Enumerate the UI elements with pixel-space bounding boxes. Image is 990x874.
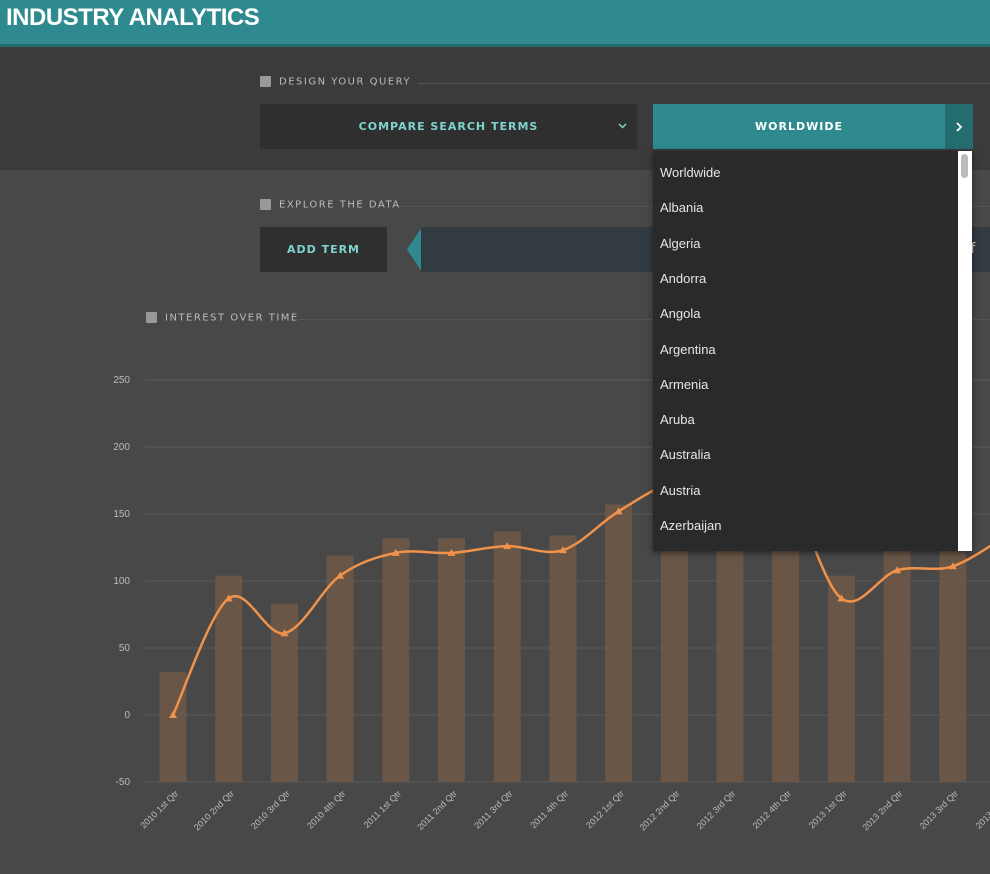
chevron	[618, 123, 627, 129]
point	[614, 507, 623, 515]
scrollbar[interactable]	[958, 151, 972, 551]
region-toggle[interactable]	[945, 104, 973, 149]
point	[447, 548, 456, 556]
bar	[939, 538, 967, 782]
point	[948, 562, 957, 570]
info-icon	[146, 312, 157, 323]
app-title: INDUSTRY ANALYTICS	[6, 4, 260, 31]
label: EXPLORE THE DATA	[279, 199, 401, 211]
x-tick-label: 2010 2nd Qtr	[192, 788, 236, 832]
x-tick-label: 2013 4th Qtr	[973, 788, 990, 830]
section-label: EXPLORE THE DATA	[260, 199, 401, 211]
line	[171, 465, 990, 716]
x-tick-label: 2013 2nd Qtr	[860, 788, 904, 832]
region-option[interactable]: Azerbaijan	[660, 518, 722, 533]
chart: -50 0 50 100 150 200 250 2010 1st Qtr 2010 2nd Q…	[113, 375, 990, 833]
compare-dropdown[interactable]: COMPARE SEARCH TERMS	[260, 104, 637, 149]
bar	[605, 504, 633, 782]
x-tick-label: 2011 4th Qtr	[528, 788, 570, 830]
point	[169, 711, 177, 718]
bar	[493, 531, 521, 782]
x-tick-label: 2010 1st Qtr	[138, 788, 180, 830]
info-icon	[260, 76, 271, 87]
y-tick-label: 150	[113, 509, 130, 520]
x-tick-label: 2013 3rd Qtr	[917, 788, 960, 831]
region-option[interactable]: Andorra	[660, 270, 707, 286]
x-tick-label: 2011 1st Qtr	[362, 788, 404, 830]
divider	[418, 83, 990, 84]
bar	[549, 535, 577, 782]
chevron	[956, 122, 963, 132]
point	[391, 548, 400, 556]
y-tick-label: 0	[124, 710, 130, 721]
region-option[interactable]: Worldwide	[660, 165, 721, 180]
x-tick-label: 2011 3rd Qtr	[472, 788, 514, 830]
bar	[326, 555, 354, 782]
x-tick-label: 2012 1st Qtr	[584, 788, 626, 830]
x-tick-label: 2010 4th Qtr	[305, 788, 347, 830]
region-option[interactable]: Australia	[660, 447, 711, 463]
region-option[interactable]: Algeria	[660, 235, 701, 251]
x-tick-label: 2012 2nd Qtr	[637, 788, 681, 832]
divider	[298, 319, 990, 320]
bar	[827, 575, 855, 782]
bar	[215, 575, 243, 782]
y-tick-label: 200	[113, 442, 130, 453]
y-tick-label: 100	[113, 576, 130, 587]
section-label: INTEREST OVER TIME	[146, 312, 299, 324]
x-tick-label: 2012 3rd Qtr	[695, 788, 738, 831]
y-tick-label: -50	[116, 777, 131, 788]
bar	[438, 538, 465, 782]
point	[280, 629, 289, 637]
region-option[interactable]: Albania	[660, 200, 704, 216]
point	[893, 566, 902, 574]
button-label: COMPARE SEARCH TERMS	[358, 120, 539, 133]
point	[336, 571, 345, 579]
scroll-thumb[interactable]	[961, 154, 968, 178]
region-button[interactable]: WORLDWIDE	[653, 104, 945, 149]
point	[558, 546, 567, 554]
region-option[interactable]: Argentina	[660, 341, 716, 357]
arrow	[407, 227, 422, 272]
chart-title: INTEREST OVER TIME	[165, 312, 299, 324]
label: DESIGN YOUR QUERY	[279, 76, 412, 88]
x-tick-label: 2013 1st Qtr	[807, 788, 849, 830]
button-label: WORLDWIDE	[755, 120, 843, 133]
button-label: ADD TERM	[286, 243, 361, 256]
region-option[interactable]: Angola	[660, 306, 701, 322]
y-tick-label: 250	[113, 375, 130, 386]
point	[224, 594, 233, 602]
region-list: Worldwide Albania Algeria Andorra Angola Arge…	[653, 151, 972, 551]
point	[837, 594, 846, 602]
x-tick-label: 2010 3rd Qtr	[249, 788, 292, 831]
y-tick-label: 50	[119, 643, 131, 654]
region-option[interactable]: Armenia	[660, 376, 709, 392]
header: INDUSTRY ANALYTICS	[0, 0, 990, 47]
add-term-button[interactable]: ADD TERM	[260, 227, 387, 272]
region-option[interactable]: Austria	[660, 482, 701, 498]
bar	[883, 540, 911, 782]
x-tick-label: 2012 4th Qtr	[751, 788, 793, 830]
point	[503, 542, 512, 550]
bar	[382, 538, 410, 782]
region-option[interactable]: Aruba	[660, 412, 695, 428]
section-label: DESIGN YOUR QUERY	[260, 76, 411, 88]
x-tick-label: 2011 2nd Qtr	[415, 788, 459, 832]
info-icon	[260, 199, 271, 210]
